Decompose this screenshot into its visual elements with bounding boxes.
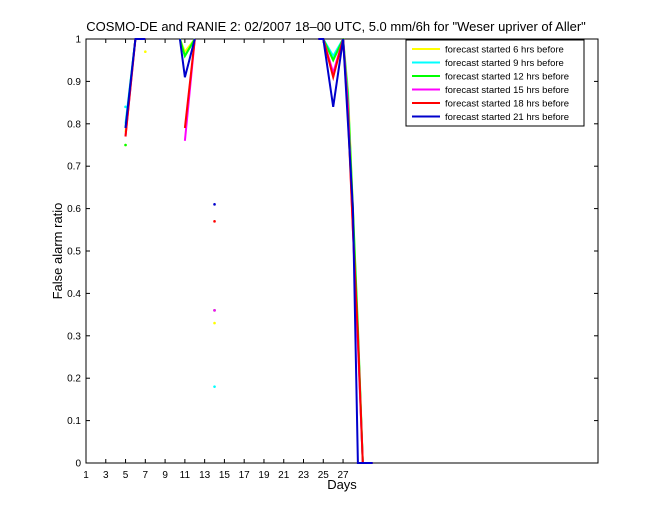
x-axis-ticks: 1 3 5 7 9 11 13 15 17 19 21 23 25 27 [83, 39, 349, 481]
y-tick-label: 0.5 [67, 247, 81, 258]
x-axis-label: Days [327, 477, 357, 492]
series-line [318, 38, 373, 464]
legend-entry: forecast started 18 hrs before [445, 99, 569, 110]
y-tick-label: 0.7 [67, 162, 81, 173]
x-tick-label: 13 [199, 470, 211, 481]
legend-entry: forecast started 6 hrs before [445, 45, 564, 56]
y-tick-label: 0.6 [67, 204, 81, 215]
legend-entry: forecast started 21 hrs before [445, 112, 569, 123]
y-axis-label: False alarm ratio [50, 203, 65, 300]
x-tick-label: 17 [239, 470, 251, 481]
x-tick-label: 21 [278, 470, 290, 481]
series-point [213, 203, 216, 206]
x-tick-label: 5 [123, 470, 129, 481]
series-layer [124, 38, 373, 464]
x-tick-label: 19 [258, 470, 270, 481]
legend: forecast started 6 hrs before forecast st… [405, 39, 585, 127]
y-tick-label: 0.9 [67, 77, 81, 88]
y-tick-label: 0.3 [67, 331, 81, 342]
legend-box [405, 39, 585, 127]
series-point [213, 309, 216, 312]
series-line [183, 38, 196, 129]
series-point [213, 385, 216, 388]
x-tick-label: 7 [143, 470, 149, 481]
series-6 [124, 38, 373, 464]
x-tick-label: 23 [298, 470, 310, 481]
series-line [178, 38, 196, 78]
y-tick-label: 1 [75, 35, 81, 46]
series-point [213, 220, 216, 223]
y-axis-ticks: 0 0.1 0.2 0.3 0.4 0.5 0.6 0.7 0.8 0.9 1 [67, 35, 598, 470]
series-point [213, 321, 216, 325]
y-tick-label: 0 [75, 459, 81, 470]
y-tick-label: 0.2 [67, 374, 81, 385]
x-tick-label: 3 [103, 470, 109, 481]
y-tick-label: 0.8 [67, 119, 81, 130]
y-tick-label: 0.1 [67, 416, 81, 427]
x-tick-label: 25 [318, 470, 330, 481]
series-point [124, 143, 127, 147]
chart-title: COSMO-DE and RANIE 2: 02/2007 18–00 UTC,… [86, 19, 586, 34]
x-tick-label: 11 [180, 470, 191, 481]
legend-entry: forecast started 12 hrs before [445, 72, 569, 83]
x-tick-label: 9 [162, 470, 168, 481]
x-tick-label: 27 [337, 470, 349, 481]
x-tick-label: 1 [83, 470, 89, 481]
x-tick-label: 15 [219, 470, 231, 481]
series-point [144, 50, 147, 54]
series-point [124, 105, 127, 109]
series-line [124, 38, 146, 129]
legend-entry: forecast started 15 hrs before [445, 85, 569, 96]
legend-entry: forecast started 9 hrs before [445, 58, 564, 69]
y-tick-label: 0.4 [67, 289, 81, 300]
